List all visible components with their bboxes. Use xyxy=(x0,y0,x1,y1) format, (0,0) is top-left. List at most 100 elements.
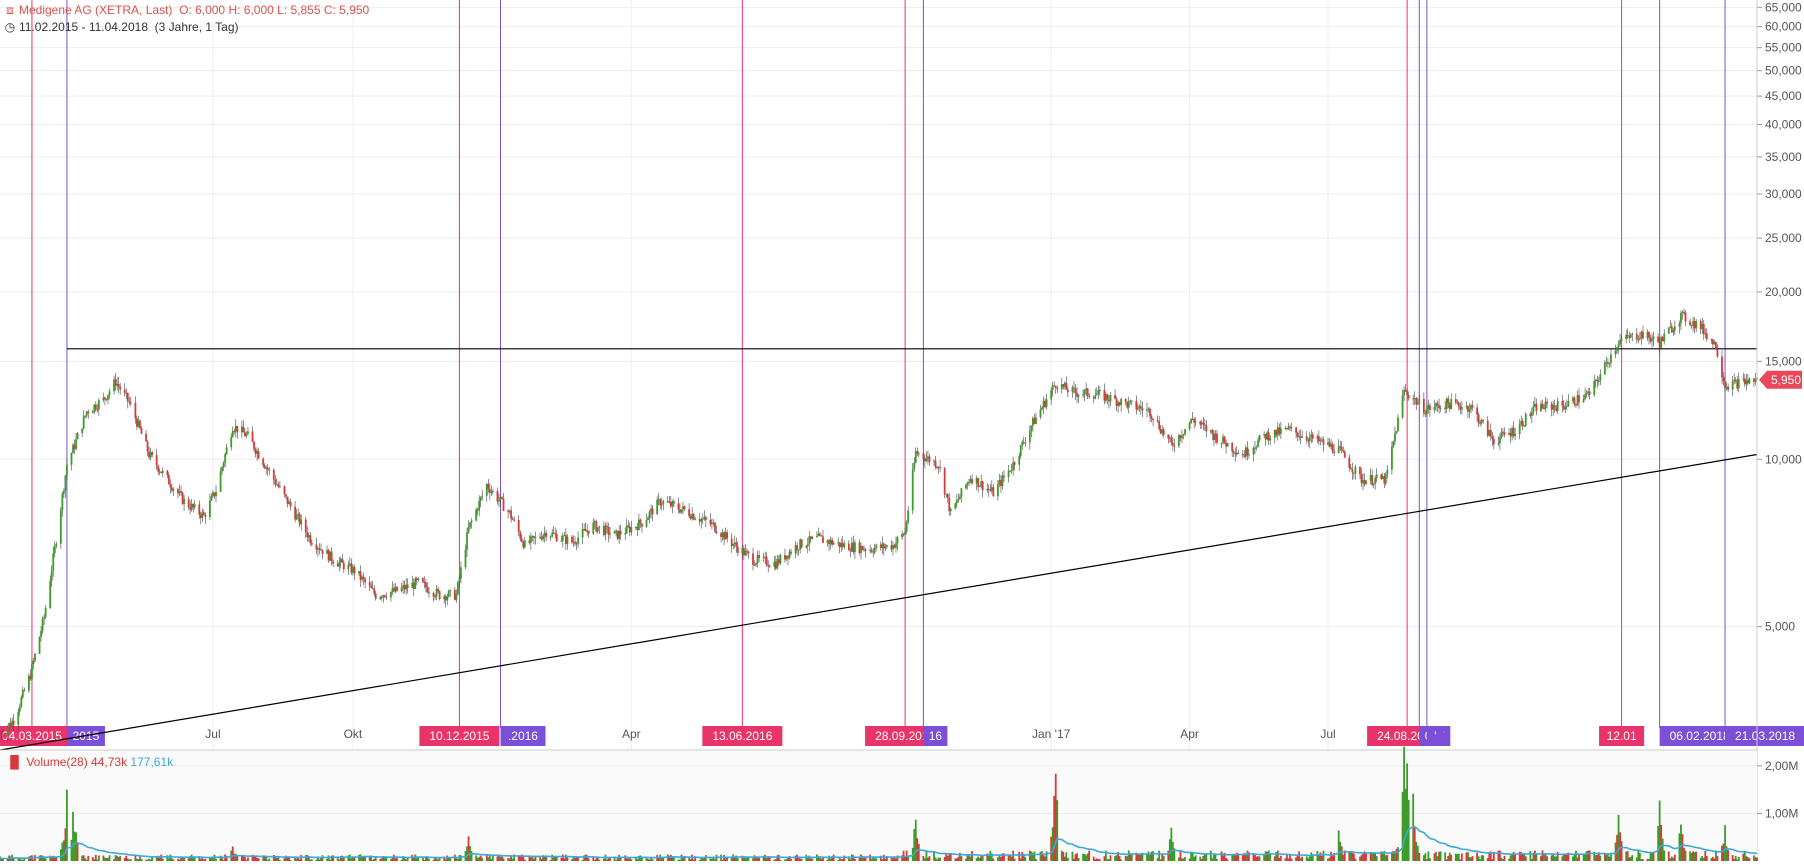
event-marker-badge xyxy=(419,726,500,746)
price-tick-label: 30,000 xyxy=(1765,187,1802,201)
candle xyxy=(304,516,307,538)
volume-bar xyxy=(872,856,875,861)
volume-bar xyxy=(405,859,408,861)
candle-body xyxy=(192,503,195,508)
volume-bar xyxy=(1351,852,1354,861)
event-marker-label[interactable]: 16 xyxy=(923,726,948,746)
candle-body xyxy=(75,439,77,450)
volume-bar xyxy=(1343,850,1346,861)
volume-bar xyxy=(712,856,715,861)
candle xyxy=(406,578,409,594)
event-marker-label[interactable]: 06.02.2018 xyxy=(1659,726,1740,746)
event-marker-label[interactable]: ' xyxy=(1426,726,1444,746)
volume-bar xyxy=(286,857,289,861)
candle-body xyxy=(1427,405,1430,409)
candle xyxy=(1374,475,1377,490)
volume-bar xyxy=(318,859,321,861)
candle-body xyxy=(907,510,910,522)
candle-body xyxy=(694,519,697,521)
volume-bar xyxy=(978,857,981,861)
candle-body xyxy=(466,532,468,550)
candle-body xyxy=(318,548,321,550)
volume-bar xyxy=(885,856,888,861)
candle-body xyxy=(668,501,671,503)
candle-body xyxy=(315,544,318,550)
candle xyxy=(1317,430,1320,446)
candle xyxy=(327,548,330,563)
volume-bar xyxy=(183,857,185,861)
candle xyxy=(1692,316,1695,332)
candle-body xyxy=(421,578,424,583)
event-marker-label[interactable]: 04.03.2015 xyxy=(0,726,72,746)
support-trend-line[interactable] xyxy=(0,453,1758,751)
candle-body xyxy=(933,460,935,462)
volume-bar xyxy=(1290,858,1293,861)
candle xyxy=(549,535,552,541)
volume-bar xyxy=(1584,853,1587,861)
candle-body xyxy=(415,578,418,581)
volume-bar xyxy=(758,857,760,861)
event-marker-label[interactable]: 10.12.2015 xyxy=(419,726,500,746)
volume-panel-background xyxy=(0,750,1757,861)
candle xyxy=(294,501,297,523)
candle xyxy=(837,537,840,547)
volume-bar xyxy=(1578,853,1580,861)
volume-bar xyxy=(1276,850,1279,861)
candle-body xyxy=(34,653,36,661)
event-marker-label[interactable]: 13.06.2016 xyxy=(702,726,783,746)
candle-body xyxy=(651,508,654,515)
candle xyxy=(370,581,373,589)
candle-body xyxy=(1117,402,1119,407)
candle-body xyxy=(619,530,622,535)
candle xyxy=(683,505,686,512)
volume-average-value: 177,61k xyxy=(130,755,174,769)
candle-body xyxy=(1436,403,1439,406)
candle-body xyxy=(784,554,786,560)
candle-body xyxy=(1465,406,1468,408)
candle xyxy=(840,538,843,553)
candle-body xyxy=(1263,434,1266,436)
volume-title: ▐▌ Volume(28) xyxy=(6,755,91,770)
candle xyxy=(543,526,546,543)
candle xyxy=(265,465,268,475)
candle-body xyxy=(1733,379,1736,382)
volume-bar xyxy=(1305,856,1308,861)
volume-bar xyxy=(1725,846,1728,861)
candle xyxy=(1608,362,1611,368)
candle-body xyxy=(1395,431,1398,434)
candle-body xyxy=(362,576,365,580)
volume-bar xyxy=(1146,854,1148,861)
volume-bar xyxy=(511,858,514,861)
volume-bar xyxy=(262,855,265,861)
candle-body xyxy=(1322,439,1325,445)
volume-bar xyxy=(1429,858,1431,861)
candle xyxy=(1010,463,1013,474)
candle xyxy=(1305,430,1308,444)
candle xyxy=(1435,401,1437,412)
candle-body xyxy=(703,517,706,519)
candle-body xyxy=(1118,402,1121,406)
event-marker-label[interactable]: .2016 xyxy=(500,726,546,746)
event-marker-label[interactable]: 12.01 xyxy=(1599,726,1645,746)
candle xyxy=(400,582,403,593)
volume-bar xyxy=(1427,851,1430,861)
candle xyxy=(1631,332,1634,342)
candle xyxy=(1502,428,1504,437)
volume-bar xyxy=(1085,855,1088,861)
candle-body xyxy=(762,556,765,558)
candle-body xyxy=(97,400,100,410)
candle xyxy=(257,448,260,460)
event-marker-label[interactable]: 21.03.2018 xyxy=(1725,726,1804,746)
volume-bar xyxy=(1171,841,1174,861)
candle xyxy=(1395,431,1398,434)
candle-body xyxy=(841,542,844,547)
volume-bar xyxy=(275,857,278,861)
candle-body xyxy=(1264,434,1267,440)
candle xyxy=(190,498,193,512)
candle xyxy=(383,594,386,598)
candle-body xyxy=(1051,385,1054,391)
candle-body xyxy=(741,548,744,554)
volume-bar xyxy=(1657,825,1660,861)
